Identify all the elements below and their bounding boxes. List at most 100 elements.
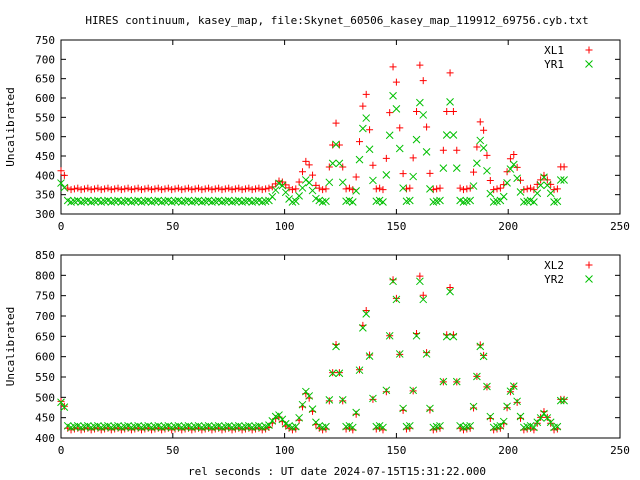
data-point (385, 131, 394, 140)
data-point (389, 277, 397, 286)
data-point (416, 98, 424, 107)
data-point (369, 394, 377, 403)
data-point (409, 386, 418, 395)
data-point (537, 176, 545, 184)
data-point (121, 185, 129, 193)
data-point (281, 188, 290, 197)
data-point (382, 388, 390, 396)
data-point (483, 382, 491, 391)
data-point (439, 164, 448, 172)
data-point (362, 306, 370, 314)
plot-frame (60, 254, 621, 439)
data-point (335, 159, 344, 168)
data-point (369, 161, 377, 169)
y-tick-label: 600 (35, 351, 55, 364)
data-point (158, 186, 166, 194)
data-point (111, 185, 119, 193)
data-point (366, 351, 374, 359)
data-point (516, 188, 525, 196)
data-point (308, 405, 317, 413)
series-XL1 (57, 61, 568, 194)
data-point (536, 181, 545, 190)
legend-marker (585, 46, 593, 54)
x-tick-label: 200 (498, 220, 518, 233)
data-point (379, 186, 387, 194)
data-point (319, 186, 327, 194)
data-point (466, 184, 474, 192)
data-point (365, 145, 374, 154)
data-point (553, 185, 561, 193)
chart-panel-2: 0 50 100 150 200 250 400 450 500 550 600 650 700 750 8… (4, 249, 630, 457)
data-point (470, 168, 478, 176)
data-point (530, 198, 538, 206)
data-point (392, 78, 400, 86)
data-point (268, 416, 277, 425)
data-point (412, 331, 421, 340)
data-point (406, 184, 414, 192)
data-point (443, 108, 451, 116)
data-point (476, 118, 484, 126)
data-point (412, 135, 421, 144)
data-point (245, 184, 253, 192)
data-point (231, 185, 239, 193)
data-point (486, 176, 494, 184)
data-point (188, 186, 196, 194)
y-tick-label: 800 (35, 269, 55, 282)
data-point (359, 102, 367, 110)
data-point (473, 143, 481, 151)
y-tick-label: 700 (35, 53, 55, 66)
data-point (359, 324, 367, 332)
data-point (208, 186, 216, 194)
data-point (385, 331, 394, 340)
data-point (419, 111, 428, 119)
y-axis-label: Uncalibrated (4, 87, 17, 166)
data-point (228, 186, 236, 194)
data-point (271, 186, 280, 194)
data-point (241, 185, 249, 193)
data-point (556, 176, 565, 184)
data-point (74, 184, 82, 192)
data-point (57, 179, 65, 187)
y-tick-label: 700 (35, 310, 55, 323)
data-point (84, 184, 92, 192)
data-point (362, 114, 371, 122)
data-point (302, 157, 310, 165)
y-tick-label: 450 (35, 150, 55, 163)
data-point (399, 184, 407, 192)
data-point (107, 186, 115, 194)
data-point (553, 422, 562, 431)
data-point (449, 108, 457, 116)
data-point (392, 294, 400, 302)
y-tick-label: 600 (35, 92, 55, 105)
data-point (386, 109, 394, 117)
data-point (419, 291, 427, 299)
x-tick-label: 50 (166, 444, 179, 457)
data-point (87, 186, 95, 194)
data-point (305, 392, 314, 400)
data-point (476, 342, 485, 351)
data-point (496, 421, 505, 430)
data-point (292, 185, 300, 193)
data-point (503, 404, 511, 412)
data-point (436, 196, 444, 205)
data-point (533, 418, 542, 427)
data-point (453, 146, 461, 154)
data-point (70, 185, 78, 193)
data-point (480, 351, 488, 359)
data-point (392, 295, 401, 304)
data-point (389, 91, 397, 100)
data-point (506, 165, 515, 173)
data-point (513, 397, 521, 406)
data-point (395, 144, 404, 153)
data-point (556, 396, 565, 405)
x-tick-label: 100 (275, 220, 295, 233)
data-point (262, 185, 270, 193)
y-tick-label: 450 (35, 412, 55, 425)
data-point (305, 161, 313, 169)
data-point (114, 184, 122, 192)
data-point (325, 397, 333, 405)
data-point (60, 183, 69, 192)
data-point (382, 154, 390, 162)
data-point (503, 402, 511, 411)
data-point (446, 98, 454, 106)
